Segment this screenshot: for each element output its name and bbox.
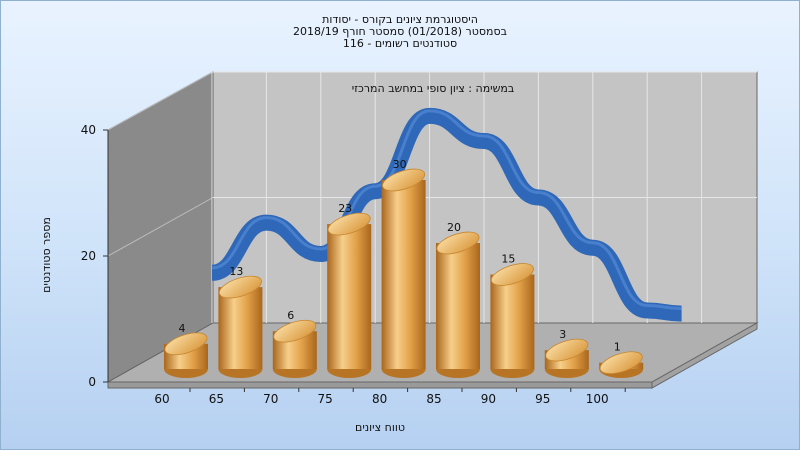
floor-front-edge [107, 381, 653, 389]
trend-highlight [211, 109, 682, 311]
x-tick-label: 80 [372, 392, 387, 406]
bar-95 [544, 338, 589, 378]
bar-top [327, 212, 371, 236]
bar-85 [436, 231, 480, 378]
bar-top [382, 168, 426, 192]
bar-top [545, 338, 589, 362]
x-tick-label: 60 [154, 392, 169, 406]
bar-70 [272, 319, 317, 378]
x-tick-label: 100 [586, 392, 609, 406]
chart-title-line-3: סטודנטים רשומים - 116 [343, 37, 457, 50]
bar-value-label: 4 [179, 322, 186, 335]
bar-top [218, 275, 262, 299]
bar-value-label: 30 [393, 158, 407, 171]
grid-line-side [107, 197, 214, 257]
floor-right-edge [651, 322, 758, 389]
trend-layer [210, 107, 682, 322]
bar-60 [164, 332, 208, 378]
bar-value-label: 3 [559, 328, 566, 341]
bar-top [164, 332, 208, 356]
x-tick-label: 70 [263, 392, 278, 406]
x-axis-title: טווח ציונים [355, 421, 405, 434]
y-tick-label: 20 [81, 249, 96, 263]
y-axis-title: מספר סטודנטים [40, 217, 53, 293]
bar-value-label: 13 [229, 265, 243, 278]
bar-value-label: 6 [287, 309, 294, 322]
x-tick-label: 95 [535, 392, 550, 406]
inner-label: במשימה : ציון סופי במחשב המרכזי [352, 82, 515, 95]
x-tick-label: 75 [318, 392, 333, 406]
bar-90 [490, 263, 535, 378]
x-tick-label: 85 [426, 392, 441, 406]
bar-body [436, 243, 480, 369]
bar-75 [327, 212, 372, 378]
value-labels: 4 13 6 23 30 20 15 3 1 [179, 158, 621, 354]
bar-body [327, 224, 372, 369]
grid-line-side [107, 71, 214, 131]
y-tick-label: 40 [81, 123, 96, 137]
x-tick-label: 90 [481, 392, 496, 406]
axes: 0 20 40 60 65 70 75 80 85 90 95 100 [81, 123, 626, 406]
bar-top [436, 231, 480, 255]
bar-value-label: 23 [338, 202, 352, 215]
bar-body [381, 180, 426, 369]
bar-top [273, 319, 317, 343]
chart-title-line-1: היסטוגרמת ציונים בקורס - יסודות [322, 13, 478, 26]
trend-ribbon [210, 107, 682, 322]
bar-top [599, 351, 643, 375]
bar-top [490, 263, 534, 286]
bar-body [218, 287, 263, 369]
bar-body [490, 274, 535, 369]
y-tick-label: 0 [88, 375, 96, 389]
bar-100 [599, 351, 644, 378]
bar-65 [218, 275, 263, 378]
bar-value-label: 15 [501, 253, 515, 266]
bar-value-label: 1 [614, 341, 621, 354]
bar-80 [381, 168, 426, 378]
chart-title-line-2: בסמסטר (01/2018) סמסטר חורף 2018/19 [293, 25, 507, 38]
bars [164, 168, 644, 378]
x-tick-label: 65 [209, 392, 224, 406]
bar-value-label: 20 [447, 221, 461, 234]
